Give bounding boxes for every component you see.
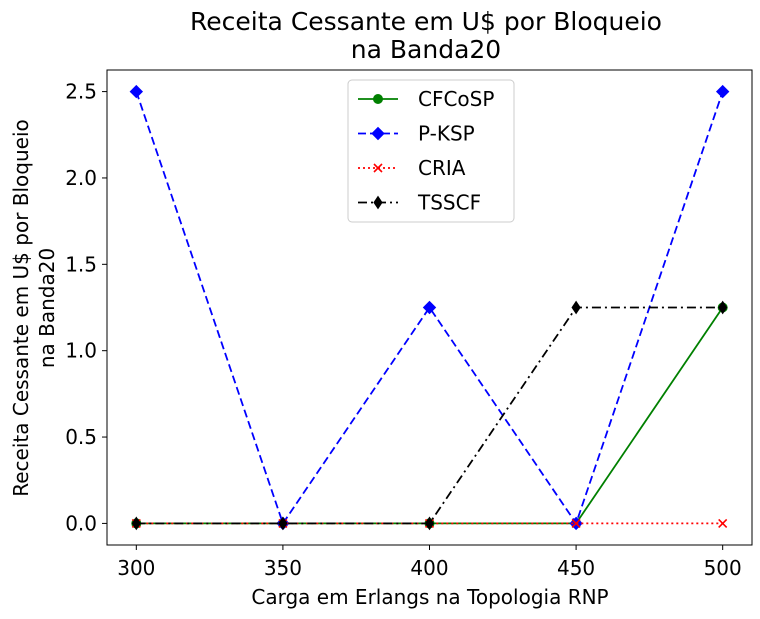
data-point-cria: [718, 518, 728, 528]
y-tick-label: 0.5: [65, 425, 97, 449]
legend-marker-tsscf: [373, 195, 383, 210]
legend-marker-p-ksp: [371, 126, 385, 141]
y-axis-label-line1: Receita Cessante em U$ por Bloqueio: [9, 119, 33, 497]
y-tick-label: 1.0: [65, 339, 97, 363]
data-point-tsscf: [424, 516, 435, 531]
x-tick-label: 300: [117, 556, 155, 580]
x-tick-label: 400: [410, 556, 448, 580]
series-line-p-ksp: [135, 91, 724, 526]
data-point-p-ksp: [422, 300, 437, 315]
data-point-tsscf: [278, 516, 288, 531]
data-point-tsscf: [131, 516, 141, 531]
data-point-tsscf: [718, 300, 728, 315]
legend-label-cfcosp: CFCoSP: [418, 87, 494, 111]
chart-title-line2: na Banda20: [351, 35, 501, 64]
legend: CFCoSP P-KSP CRIA TSSCF: [347, 79, 515, 223]
legend-label-cria: CRIA: [418, 156, 466, 180]
data-point-p-ksp: [715, 84, 730, 99]
y-axis-label: Receita Cessante em U$ por Bloqueio na B…: [9, 119, 59, 497]
y-tick-label: 2.5: [65, 80, 97, 104]
x-tick-label: 450: [557, 556, 595, 580]
legend-marker-cfcosp: [373, 94, 383, 104]
legend-label-p-ksp: P-KSP: [418, 122, 475, 146]
data-point-p-ksp: [129, 84, 144, 99]
legend-box: [347, 79, 515, 223]
x-axis-label: Carga em Erlangs na Topologia RNP: [251, 585, 608, 609]
data-point-cria: [571, 518, 581, 528]
y-tick-label: 0.0: [65, 511, 97, 535]
data-point-tsscf: [571, 300, 581, 315]
y-axis-label-line2: na Banda20: [35, 248, 59, 368]
x-tick-label: 350: [264, 556, 302, 580]
x-tick-label: 500: [704, 556, 742, 580]
plot-area: 300 350 400 450 500 0.0 0.5 1.0 1.5 2.0 2.5: [65, 69, 753, 580]
chart-title-line1: Receita Cessante em U$ por Bloqueio: [190, 7, 662, 36]
legend-label-tsscf: TSSCF: [417, 191, 481, 215]
y-tick-label: 1.5: [65, 252, 97, 276]
y-tick-label: 2.0: [65, 166, 97, 190]
legend-marker-cria: [373, 163, 383, 173]
